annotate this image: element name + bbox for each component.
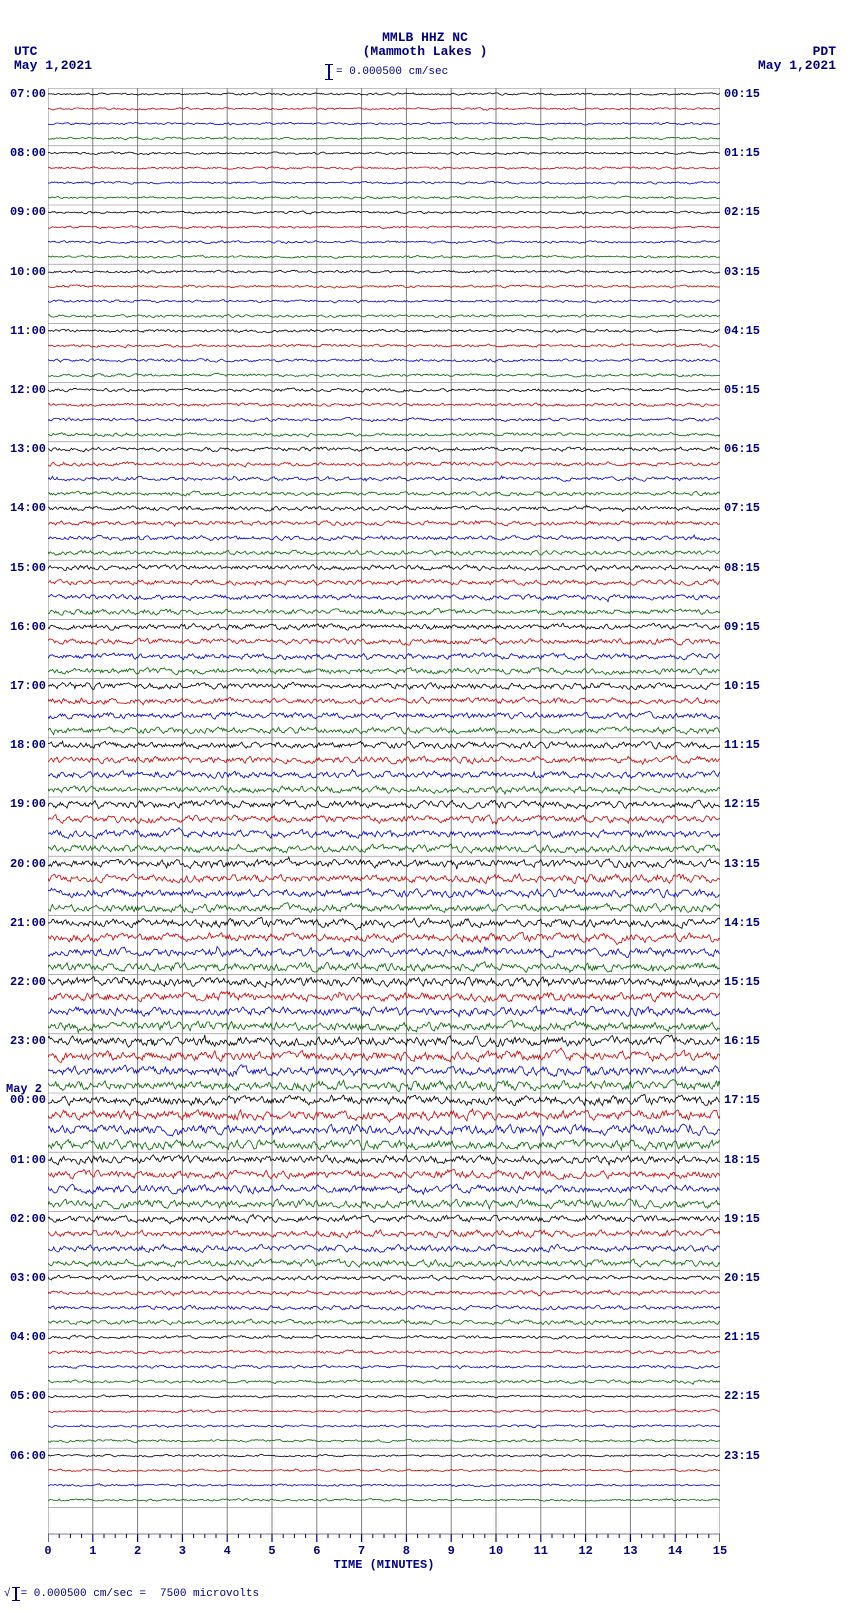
pdt-label: PDT xyxy=(813,44,836,59)
footer-scale-prefix: = 0.000500 cm/sec = xyxy=(21,1588,146,1600)
x-tick-label: 0 xyxy=(44,1544,51,1558)
header: MMLB HHZ NC (Mammoth Lakes ) UTC May 1,2… xyxy=(0,0,850,75)
scale-bar-icon xyxy=(15,1587,17,1601)
pdt-hour-label: 00:15 xyxy=(724,87,772,101)
pdt-hour-label: 01:15 xyxy=(724,146,772,160)
x-tick-label: 8 xyxy=(403,1544,410,1558)
utc-hour-label: 02:00 xyxy=(6,1212,46,1226)
pdt-hour-label: 14:15 xyxy=(724,916,772,930)
utc-hour-label: 20:00 xyxy=(6,857,46,871)
x-tick-label: 5 xyxy=(268,1544,275,1558)
utc-hour-label: 09:00 xyxy=(6,205,46,219)
seismogram-container: MMLB HHZ NC (Mammoth Lakes ) UTC May 1,2… xyxy=(0,0,850,1613)
utc-hour-label: 15:00 xyxy=(6,561,46,575)
utc-hour-label: 08:00 xyxy=(6,146,46,160)
utc-hour-label: 03:00 xyxy=(6,1271,46,1285)
utc-hour-label: 18:00 xyxy=(6,738,46,752)
x-tick-label: 4 xyxy=(224,1544,231,1558)
x-axis-title: TIME (MINUTES) xyxy=(334,1558,435,1572)
tick-symbol: √ xyxy=(4,1588,11,1600)
x-tick-label: 9 xyxy=(448,1544,455,1558)
x-tick-label: 15 xyxy=(713,1544,727,1558)
utc-date: May 1,2021 xyxy=(14,58,92,73)
station-location: (Mammoth Lakes ) xyxy=(363,44,488,59)
pdt-hour-label: 21:15 xyxy=(724,1330,772,1344)
seismogram-svg xyxy=(48,88,720,1564)
utc-hour-label: 19:00 xyxy=(6,797,46,811)
pdt-hour-label: 05:15 xyxy=(724,383,772,397)
utc-hour-label: 17:00 xyxy=(6,679,46,693)
pdt-hour-label: 13:15 xyxy=(724,857,772,871)
utc-hour-label: 13:00 xyxy=(6,442,46,456)
utc-hour-label: 16:00 xyxy=(6,620,46,634)
pdt-hour-label: 20:15 xyxy=(724,1271,772,1285)
pdt-hour-label: 10:15 xyxy=(724,679,772,693)
amplitude-scale-footer: √ = 0.000500 cm/sec = 7500 microvolts xyxy=(4,1587,259,1601)
utc-hour-label: 21:00 xyxy=(6,916,46,930)
utc-hour-label: 01:00 xyxy=(6,1153,46,1167)
scale-bar-icon xyxy=(328,64,330,80)
pdt-hour-label: 19:15 xyxy=(724,1212,772,1226)
x-tick-label: 1 xyxy=(89,1544,96,1558)
station-id: MMLB HHZ NC xyxy=(382,30,468,45)
pdt-hour-label: 02:15 xyxy=(724,205,772,219)
x-tick-label: 12 xyxy=(578,1544,592,1558)
x-tick-label: 14 xyxy=(668,1544,682,1558)
pdt-hour-label: 11:15 xyxy=(724,738,772,752)
utc-hour-label: 22:00 xyxy=(6,975,46,989)
x-tick-label: 13 xyxy=(623,1544,637,1558)
pdt-hour-label: 22:15 xyxy=(724,1389,772,1403)
x-tick-label: 3 xyxy=(179,1544,186,1558)
utc-hour-label: 07:00 xyxy=(6,87,46,101)
utc-hour-label: 10:00 xyxy=(6,265,46,279)
utc-hour-label: 00:00 xyxy=(6,1093,46,1107)
x-tick-label: 10 xyxy=(489,1544,503,1558)
x-tick-label: 6 xyxy=(313,1544,320,1558)
plot-area xyxy=(48,88,720,1534)
utc-hour-label: 14:00 xyxy=(6,501,46,515)
pdt-hour-label: 06:15 xyxy=(724,442,772,456)
utc-hour-label: 23:00 xyxy=(6,1034,46,1048)
utc-label: UTC xyxy=(14,44,37,59)
footer-scale-suffix: 7500 microvolts xyxy=(160,1588,259,1600)
pdt-hour-label: 18:15 xyxy=(724,1153,772,1167)
pdt-hour-label: 16:15 xyxy=(724,1034,772,1048)
utc-hour-label: 06:00 xyxy=(6,1449,46,1463)
scale-text: = 0.000500 cm/sec xyxy=(336,66,448,78)
pdt-hour-label: 03:15 xyxy=(724,265,772,279)
pdt-hour-label: 23:15 xyxy=(724,1449,772,1463)
pdt-hour-label: 15:15 xyxy=(724,975,772,989)
pdt-hour-label: 07:15 xyxy=(724,501,772,515)
pdt-hour-label: 12:15 xyxy=(724,797,772,811)
utc-hour-label: 11:00 xyxy=(6,324,46,338)
pdt-hour-label: 08:15 xyxy=(724,561,772,575)
pdt-hour-label: 04:15 xyxy=(724,324,772,338)
utc-hour-label: 12:00 xyxy=(6,383,46,397)
x-tick-label: 11 xyxy=(534,1544,548,1558)
utc-hour-label: 04:00 xyxy=(6,1330,46,1344)
pdt-date: May 1,2021 xyxy=(758,58,836,73)
amplitude-scale-top: = 0.000500 cm/sec xyxy=(328,64,448,80)
pdt-hour-label: 17:15 xyxy=(724,1093,772,1107)
utc-hour-label: 05:00 xyxy=(6,1389,46,1403)
pdt-hour-label: 09:15 xyxy=(724,620,772,634)
x-tick-label: 2 xyxy=(134,1544,141,1558)
x-tick-label: 7 xyxy=(358,1544,365,1558)
